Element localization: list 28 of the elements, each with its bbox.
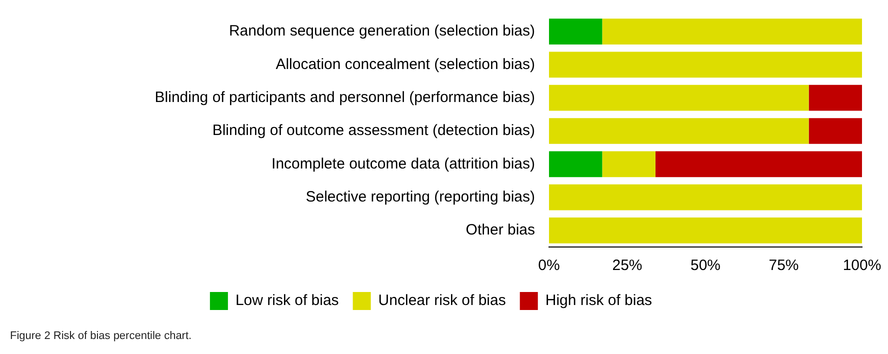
bar xyxy=(549,118,809,144)
bar xyxy=(655,151,862,178)
y-tick-label: Allocation concealment (selection bias) xyxy=(276,56,535,73)
x-tick-label: 100% xyxy=(842,257,882,274)
bar xyxy=(808,118,862,144)
bar xyxy=(549,184,862,210)
x-tick-label: 50% xyxy=(690,257,721,274)
x-tick-label: 25% xyxy=(612,257,642,274)
y-tick-label: Blinding of outcome assessment (detection bias) xyxy=(212,122,535,140)
bar xyxy=(549,84,809,111)
bar xyxy=(602,151,656,178)
x-tick-label: 0% xyxy=(538,257,560,274)
caption: Figure 2 Risk of bias percentile chart. xyxy=(10,330,193,342)
y-tick-label: Selective reporting (reporting bias) xyxy=(306,188,535,206)
y-tick-label: Random sequence generation (selection bias) xyxy=(228,22,535,40)
y-tick-label: Blinding of participants and personnel (performance bias) xyxy=(154,89,535,106)
bar xyxy=(549,218,862,244)
y-tick-label: Other bias xyxy=(466,222,535,239)
legend-label: Low risk of bias xyxy=(235,292,339,310)
bar xyxy=(549,52,862,78)
legend-label: Unclear risk of bias xyxy=(378,292,506,310)
bar xyxy=(808,84,862,111)
bar xyxy=(602,18,862,44)
bar xyxy=(549,151,602,178)
legend-label: High risk of bias xyxy=(545,292,652,310)
y-tick-label: Incomplete outcome data (attrition bias) xyxy=(272,155,536,172)
bar xyxy=(549,18,602,44)
x-tick-label: 75% xyxy=(768,257,799,274)
